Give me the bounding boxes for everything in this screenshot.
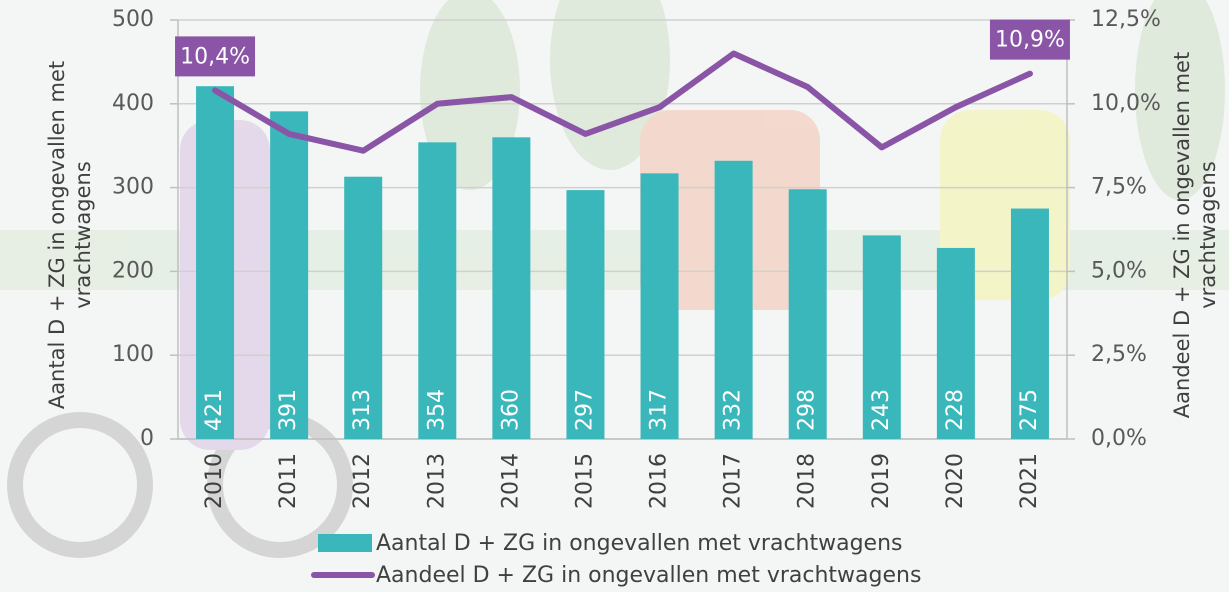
line-value-label: 10,4% — [180, 44, 250, 69]
y2-tick-label: 10,0% — [1091, 91, 1161, 116]
bar — [196, 86, 234, 439]
bar-value-label: 313 — [350, 389, 375, 431]
x-tick-label: 2015 — [572, 453, 597, 509]
y-tick-label: 100 — [112, 342, 154, 367]
line-value-label: 10,9% — [995, 28, 1065, 53]
bar-value-label: 421 — [202, 389, 227, 431]
x-tick-label: 2017 — [721, 453, 746, 509]
y2-tick-label: 12,5% — [1091, 7, 1161, 32]
bar-value-label: 354 — [424, 389, 449, 431]
bar-value-label: 360 — [498, 389, 523, 431]
bar-value-label: 317 — [647, 389, 672, 431]
x-tick-label: 2013 — [424, 453, 449, 509]
y2-axis-title: Aandeel D + ZG in ongevallen met vrachtw… — [1165, 25, 1225, 445]
bar-value-label: 228 — [943, 389, 968, 431]
x-tick-label: 2018 — [795, 453, 820, 509]
x-tick-label: 2020 — [943, 453, 968, 509]
bar-value-label: 275 — [1017, 389, 1042, 431]
y-tick-label: 400 — [112, 91, 154, 116]
x-tick-label: 2021 — [1017, 453, 1042, 509]
y2-tick-label: 5,0% — [1091, 258, 1147, 283]
y-tick-label: 0 — [140, 426, 154, 451]
bar-value-label: 391 — [276, 389, 301, 431]
legend-label: Aandeel D + ZG in ongevallen met vrachtw… — [376, 563, 921, 588]
y2-tick-label: 7,5% — [1091, 175, 1147, 200]
y-tick-label: 500 — [112, 7, 154, 32]
y2-tick-label: 0,0% — [1091, 426, 1147, 451]
x-tick-label: 2012 — [350, 453, 375, 509]
x-tick-label: 2019 — [869, 453, 894, 509]
chart: 0 100 200 300 400 500 0,0% 2,5% 5,0% 7,5% 10,0% 12,… — [0, 0, 1229, 592]
y-axis-title: Aantal D + ZG in ongevallen met vrachtwa… — [40, 25, 100, 445]
y-tick-label: 200 — [112, 258, 154, 283]
bar-value-label: 298 — [795, 389, 820, 431]
bar-value-label: 297 — [572, 389, 597, 431]
bar-value-label: 243 — [869, 389, 894, 431]
bar-value-label: 332 — [721, 389, 746, 431]
legend-swatch — [318, 534, 372, 552]
x-tick-label: 2016 — [647, 453, 672, 509]
y2-tick-label: 2,5% — [1091, 342, 1147, 367]
x-tick-label: 2014 — [498, 453, 523, 509]
y-tick-label: 300 — [112, 175, 154, 200]
x-tick-label: 2011 — [276, 453, 301, 509]
chart-area: 0 100 200 300 400 500 0,0% 2,5% 5,0% 7,5% 10,0% 12,… — [0, 0, 1229, 592]
x-tick-label: 2010 — [202, 453, 227, 509]
legend-label: Aantal D + ZG in ongevallen met vrachtwa… — [376, 531, 903, 556]
